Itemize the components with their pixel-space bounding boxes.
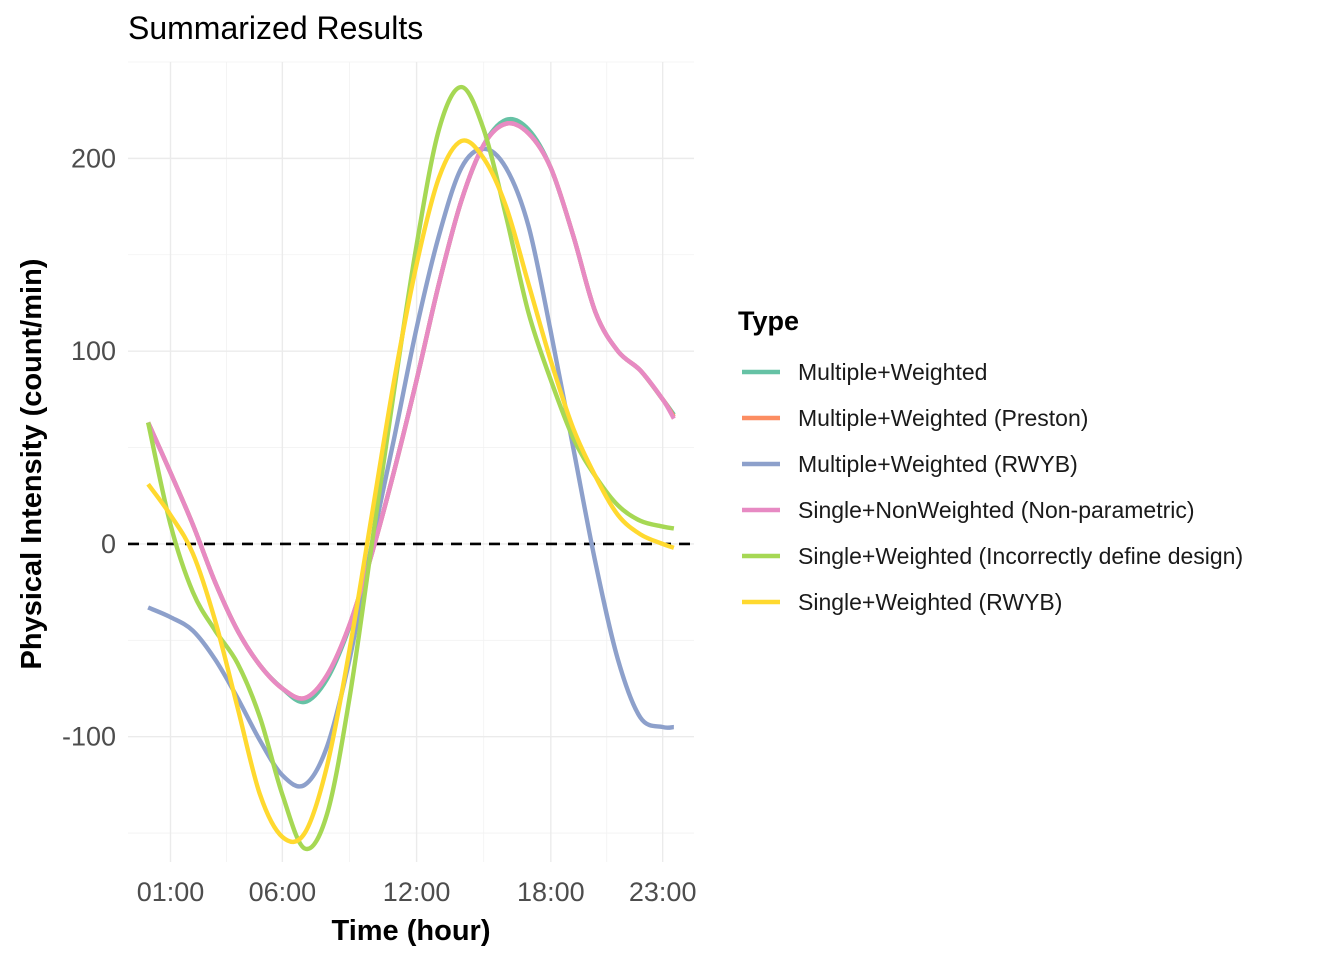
legend-item: Single+Weighted (Incorrectly define desi… [742,543,1243,569]
series-group [145,84,676,852]
plot-panel [128,61,694,862]
y-axis-ticks: -100 0 100 200 [62,143,116,751]
legend-item: Multiple+Weighted (RWYB) [742,451,1078,477]
series-line-single-weighted-incorrectly-define-design [145,84,675,852]
y-tick-label: -100 [62,722,116,752]
legend-item: Multiple+Weighted [742,359,987,385]
series-line-single-nonweighted-non-parametric [146,121,676,701]
legend-item: Single+Weighted (RWYB) [742,589,1062,615]
legend-title: Type [738,306,799,336]
y-tick-label: 0 [101,529,116,559]
x-axis-title: Time (hour) [332,915,491,947]
legend: Type Multiple+Weighted Multiple+Weighted … [738,306,1243,615]
x-tick-label: 06:00 [249,877,317,907]
x-tick-label: 23:00 [629,877,697,907]
y-axis-title: Physical Intensity (count/min) [16,259,48,670]
legend-label: Multiple+Weighted (Preston) [798,405,1088,431]
x-axis-ticks: 01:00 06:00 12:00 18:00 23:00 [137,877,697,907]
legend-item: Multiple+Weighted (Preston) [742,405,1088,431]
x-tick-label: 18:00 [517,877,585,907]
x-tick-label: 12:00 [383,877,451,907]
gridlines [128,61,694,862]
legend-label: Single+Weighted (Incorrectly define desi… [798,543,1243,569]
y-tick-label: 200 [71,143,116,173]
legend-label: Multiple+Weighted (RWYB) [798,451,1078,477]
series-line-single-weighted-rwyb [146,138,675,845]
legend-label: Single+Weighted (RWYB) [798,589,1062,615]
legend-items: Multiple+Weighted Multiple+Weighted (Pres… [742,359,1243,615]
y-tick-label: 100 [71,336,116,366]
series-line-multiple-weighted-rwyb [147,146,675,789]
legend-label: Single+NonWeighted (Non-parametric) [798,497,1195,523]
x-tick-label: 01:00 [137,877,205,907]
legend-item: Single+NonWeighted (Non-parametric) [742,497,1195,523]
chart-title: Summarized Results [128,10,423,46]
legend-label: Multiple+Weighted [798,359,987,385]
